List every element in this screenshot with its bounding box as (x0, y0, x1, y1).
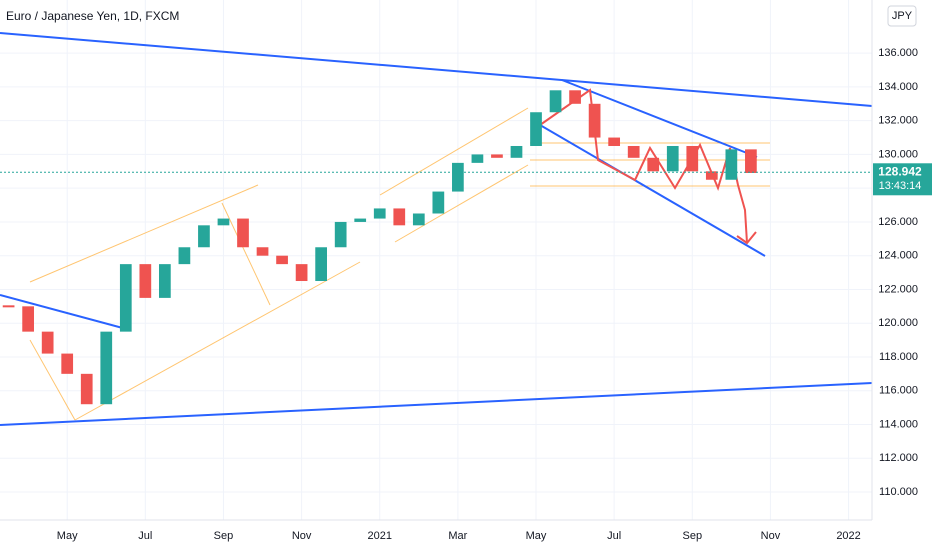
price-bar (705, 171, 718, 180)
price-bar (354, 218, 367, 222)
x-tick-label: Nov (292, 530, 312, 542)
price-bar (588, 103, 601, 138)
price-bar (666, 145, 679, 172)
last-price-bg (873, 163, 932, 196)
price-bar (510, 145, 523, 158)
grid (0, 0, 872, 520)
x-tick-label: May (57, 530, 78, 542)
x-tick-label: Nov (761, 530, 781, 542)
x-tick-label: Jul (607, 530, 621, 542)
x-tick-label: Mar (448, 530, 467, 542)
x-tick-label: May (526, 530, 547, 542)
price-bar (334, 221, 347, 248)
price-bar (217, 218, 230, 226)
price-bar (276, 255, 288, 265)
price-bar (256, 247, 269, 256)
price-bar (119, 264, 132, 332)
y-tick-label: 126.000 (878, 216, 918, 228)
x-tick-label: Sep (214, 530, 234, 542)
price-bar (686, 145, 699, 172)
price-bar (530, 112, 542, 146)
price-bar (315, 247, 327, 282)
last-price-box: 128.942 13:43:14 (873, 163, 932, 196)
last-price-label: 128.942 (878, 164, 922, 178)
price-bar (61, 353, 74, 374)
price-bar (627, 145, 640, 158)
x-tick-label: 2021 (367, 530, 391, 542)
price-bar (41, 331, 54, 354)
price-bar (569, 90, 581, 104)
price-bar (159, 264, 171, 298)
y-tick-label: 116.000 (879, 385, 918, 397)
x-tick-label: Jul (138, 530, 152, 542)
y-tick-label: 112.000 (879, 452, 918, 464)
price-bar (432, 191, 445, 214)
y-tick-label: 124.000 (878, 250, 918, 262)
drawings (0, 32, 873, 426)
price-bar (237, 218, 249, 248)
price-bar (608, 137, 621, 146)
price-bar (549, 90, 562, 113)
price-bar (178, 247, 191, 265)
price-bar (393, 208, 406, 226)
price-bar (100, 331, 113, 405)
chart-title: Euro / Japanese Yen, 1D, FXCM (6, 9, 179, 23)
y-tick-label: 114.000 (879, 418, 918, 430)
y-tick-label: 110.000 (879, 486, 918, 498)
price-bar (139, 264, 152, 298)
price-bar (452, 162, 464, 192)
price-bar (412, 213, 425, 226)
y-tick-label: 136.000 (878, 47, 918, 59)
price-bar (80, 373, 93, 405)
axes: 110.000 112.000 114.000 116.000 118.000 120.0… (57, 47, 918, 542)
x-tick-label: 2022 (836, 530, 860, 542)
y-tick-label: 118.000 (879, 351, 918, 363)
price-bar (647, 157, 660, 172)
price-bar (198, 225, 210, 248)
price-bar (471, 154, 484, 163)
currency-badge[interactable] (887, 5, 917, 27)
price-bars (2, 90, 757, 405)
price-bar (22, 306, 34, 332)
price-bar (745, 149, 757, 173)
currency-label: JPY (892, 10, 913, 22)
price-bar (373, 208, 386, 219)
price-bar (491, 154, 503, 158)
countdown-label: 13:43:14 (879, 180, 922, 192)
y-tick-label: 120.000 (878, 317, 918, 329)
price-bar (725, 149, 738, 180)
price-bar (295, 264, 308, 282)
y-tick-label: 122.000 (878, 283, 918, 295)
y-tick-label: 132.000 (878, 115, 918, 127)
y-tick-label: 134.000 (878, 81, 918, 93)
x-tick-label: Sep (682, 530, 702, 542)
y-tick-label: 130.000 (878, 148, 918, 160)
